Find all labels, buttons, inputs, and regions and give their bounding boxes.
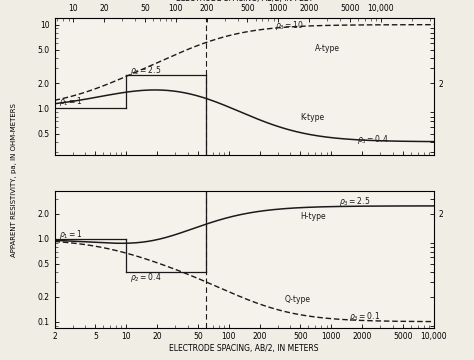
Text: $\rho_2=0.4$: $\rho_2=0.4$ bbox=[130, 271, 162, 284]
Text: $\rho_3=10$: $\rho_3=10$ bbox=[274, 19, 303, 32]
Text: K-type: K-type bbox=[301, 113, 325, 122]
Text: $\rho_1=1$: $\rho_1=1$ bbox=[59, 228, 82, 241]
Text: $\rho_1=1$: $\rho_1=1$ bbox=[59, 95, 82, 108]
Text: $\rho_3=2.5$: $\rho_3=2.5$ bbox=[339, 195, 371, 208]
Text: H-type: H-type bbox=[301, 212, 326, 221]
Text: APPARENT RESISTIVITY, pa, IN OHM-METERS: APPARENT RESISTIVITY, pa, IN OHM-METERS bbox=[11, 103, 17, 257]
Text: $\rho_3=0.1$: $\rho_3=0.1$ bbox=[349, 310, 381, 323]
Text: A-type: A-type bbox=[315, 44, 340, 53]
X-axis label: ELECTRODE SPACING, AB/2, IN FEET: ELECTRODE SPACING, AB/2, IN FEET bbox=[175, 0, 313, 3]
Text: $\rho_3=0.4$: $\rho_3=0.4$ bbox=[357, 133, 389, 146]
Text: $\rho_2=2.5$: $\rho_2=2.5$ bbox=[130, 64, 162, 77]
Text: Q-type: Q-type bbox=[284, 295, 310, 304]
X-axis label: ELECTRODE SPACING, AB/2, IN METERS: ELECTRODE SPACING, AB/2, IN METERS bbox=[169, 344, 319, 353]
